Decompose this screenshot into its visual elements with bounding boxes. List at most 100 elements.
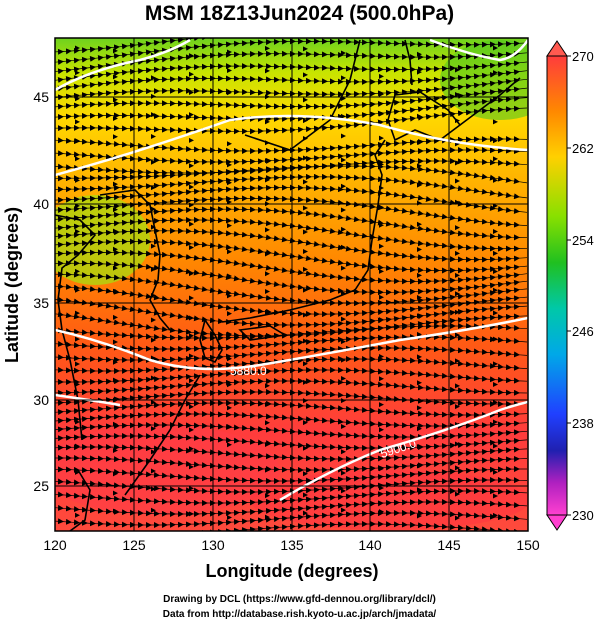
china-coast: [55, 214, 97, 441]
streamline-arrow: [417, 380, 422, 386]
lat-tick-25: 25: [33, 478, 49, 494]
streamline-arrow: [75, 45, 80, 51]
streamline-arrow: [75, 493, 80, 499]
streamline-arrow: [227, 273, 232, 279]
streamline-arrow: [75, 419, 80, 425]
streamline-arrow: [493, 310, 498, 316]
lon-tick-120: 120: [43, 537, 67, 553]
streamline-arrow: [189, 244, 194, 250]
streamline-arrow: [151, 426, 156, 432]
streamline-arrow: [455, 404, 460, 410]
streamline-arrow: [417, 313, 422, 319]
streamline-arrow: [417, 426, 422, 432]
streamline-arrow: [379, 91, 384, 97]
coastlines: [55, 39, 521, 531]
streamline-arrow: [303, 492, 308, 498]
streamline-arrow: [417, 163, 422, 169]
shikoku-coast: [238, 325, 288, 341]
colorbar-tick-246: 246: [572, 324, 594, 339]
streamline-arrow: [493, 45, 498, 51]
streamline-arrow: [417, 354, 422, 360]
streamline-arrow: [189, 221, 194, 227]
streamline-arrow: [189, 315, 194, 321]
streamline-arrow: [341, 376, 346, 382]
colorbar-tick-238: 238: [572, 416, 594, 431]
lat-tick-40: 40: [33, 196, 49, 212]
streamline-arrow: [113, 288, 118, 294]
streamline-arrow: [341, 226, 346, 232]
streamline-arrow: [341, 357, 346, 363]
streamline: [57, 520, 520, 531]
streamline-arrow: [379, 376, 384, 382]
streamline-arrow: [113, 97, 118, 103]
streamline-arrow: [151, 134, 156, 140]
streamline-arrow: [227, 489, 232, 495]
streamline-arrow: [303, 445, 308, 451]
streamline-arrow: [189, 271, 194, 277]
sakhalin-coast: [404, 39, 413, 86]
streamline-arrow: [265, 514, 270, 520]
streamline-arrow: [227, 356, 232, 362]
streamline-arrow: [341, 207, 346, 213]
streamline-arrow: [455, 441, 460, 447]
streamline-arrow: [493, 119, 498, 125]
streamline-arrow: [303, 312, 308, 318]
streamline-arrow: [379, 73, 384, 79]
streamline-arrow: [303, 205, 308, 211]
streamline-arrow: [341, 50, 346, 56]
lon-tick-130: 130: [201, 537, 225, 553]
streamline-arrow: [227, 49, 232, 55]
contour-5880: [55, 316, 528, 371]
streamline-arrow: [227, 515, 232, 521]
streamline-arrow: [493, 138, 498, 144]
contour-5900: [279, 400, 528, 502]
streamline-arrow: [417, 331, 422, 337]
credit-drawing: Drawing by DCL (https://www.gfd-dennou.o…: [163, 594, 436, 605]
streamline-arrow: [303, 287, 308, 293]
streamline-arrow: [113, 490, 118, 496]
streamline-arrow: [379, 204, 384, 210]
streamline-arrow: [227, 67, 232, 73]
streamline-arrow: [265, 68, 270, 74]
streamline-arrow: [379, 53, 384, 59]
streamline-arrow: [265, 271, 270, 277]
geopotential-contours: [55, 38, 528, 502]
streamline-arrow: [227, 424, 232, 430]
streamline-arrow: [227, 180, 232, 186]
streamline-arrow: [455, 309, 460, 315]
streamline-arrow: [113, 265, 118, 271]
streamline-arrow: [151, 468, 156, 474]
colorbar-tick-254: 254: [572, 233, 594, 248]
streamline-arrow: [75, 443, 80, 449]
streamline-arrow: [303, 338, 308, 344]
streamline-arrow: [341, 423, 346, 429]
streamline-arrow: [75, 119, 80, 125]
streamline-arrow: [227, 405, 232, 411]
lon-tick-135: 135: [280, 537, 304, 553]
streamline-arrow: [151, 224, 156, 230]
streamline-arrow: [455, 160, 460, 166]
streamline-arrow: [75, 268, 80, 274]
streamline-arrow: [303, 510, 308, 516]
streamline-arrow: [417, 51, 422, 57]
korea-coast: [99, 189, 171, 331]
streamline-arrow: [113, 421, 118, 427]
colorbar-gradient: [546, 55, 568, 516]
streamline-arrow: [341, 133, 346, 139]
streamline-arrow: [303, 155, 308, 161]
streamline-arrow: [417, 513, 422, 519]
streamline-arrow: [265, 177, 270, 183]
streamline-arrow: [455, 91, 460, 97]
streamline-arrow: [379, 111, 384, 117]
streamline-arrow: [227, 141, 232, 147]
streamline-arrow: [189, 137, 194, 143]
contour-label-5880: 5880.0: [230, 364, 267, 378]
kuril-islands: [459, 77, 521, 126]
credit-data: Data from http://database.rish.kyoto-u.a…: [162, 609, 437, 620]
streamline-arrow: [417, 463, 422, 469]
streamline-arrow: [227, 223, 232, 229]
streamline-arrow: [189, 184, 194, 190]
streamline-arrow: [417, 139, 422, 145]
streamline-arrow: [189, 427, 194, 433]
